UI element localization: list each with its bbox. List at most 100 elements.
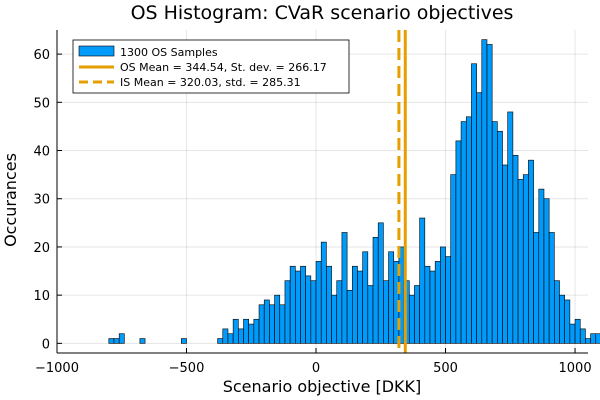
histogram-bar xyxy=(533,232,540,344)
histogram-bar xyxy=(346,290,353,344)
histogram-bar xyxy=(476,92,483,344)
histogram-bar xyxy=(341,232,348,344)
histogram-bar xyxy=(460,121,467,344)
histogram-bar xyxy=(440,246,446,344)
chart-title: OS Histogram: CVaR scenario objectives xyxy=(131,2,514,24)
histogram-bar xyxy=(253,318,260,344)
histogram-bar xyxy=(351,265,358,344)
y-tick-label: 0 xyxy=(42,337,50,352)
y-tick-label: 60 xyxy=(33,48,50,63)
histogram-bar xyxy=(243,318,249,344)
histogram-bar xyxy=(222,328,229,344)
histogram-bar xyxy=(590,333,597,344)
x-tick-label: 500 xyxy=(433,361,458,376)
histogram-bar xyxy=(300,265,306,344)
histogram-bar xyxy=(408,294,415,344)
histogram-bar xyxy=(305,275,312,344)
histogram-bar xyxy=(585,338,591,344)
x-tick-label: 1000 xyxy=(559,361,592,376)
histogram-bar xyxy=(528,159,534,344)
histogram-bar xyxy=(258,304,265,344)
histogram-bar xyxy=(595,333,600,344)
histogram-bar xyxy=(315,261,322,344)
histogram-bar xyxy=(284,280,291,344)
x-axis-ticks: −1000 −500 0 500 1000 xyxy=(35,348,592,376)
histogram-bar xyxy=(295,270,301,344)
histogram-bar xyxy=(465,116,472,344)
histogram-bar xyxy=(507,111,514,344)
histogram-bar xyxy=(414,285,420,344)
histogram-bar xyxy=(217,338,224,344)
histogram-bar xyxy=(434,261,441,344)
histogram-bar xyxy=(383,280,389,344)
y-tick-label: 30 xyxy=(33,193,50,208)
histogram-bar xyxy=(388,251,395,344)
axes-frame xyxy=(56,30,588,354)
histogram-bar xyxy=(512,155,519,344)
histogram-bar xyxy=(372,236,379,344)
histogram-bar xyxy=(108,338,115,344)
y-tick-label: 20 xyxy=(33,241,50,256)
legend-label-os-mean: OS Mean = 344.54, St. dev. = 266.17 xyxy=(120,61,327,74)
histogram-bar xyxy=(367,285,374,344)
histogram-bar xyxy=(497,130,503,344)
histogram-bar xyxy=(263,299,270,344)
histogram-bar xyxy=(481,39,488,344)
histogram-bar xyxy=(564,299,571,344)
histogram-bar xyxy=(113,338,120,344)
histogram-bar xyxy=(486,44,493,344)
x-tick-label: −1000 xyxy=(35,361,79,376)
y-axis-ticks: 0 10 20 30 40 50 60 xyxy=(33,48,62,352)
histogram-bar xyxy=(424,265,431,344)
histogram-bar xyxy=(181,338,187,344)
histogram-bar xyxy=(502,164,509,344)
histogram-bars xyxy=(108,39,600,344)
histogram-bar xyxy=(139,338,146,344)
histogram-bar xyxy=(574,318,581,344)
histogram-bar xyxy=(579,328,586,344)
histogram-bar xyxy=(517,179,524,344)
histogram-bar xyxy=(357,270,363,344)
histogram-bar xyxy=(331,294,338,344)
legend-box xyxy=(72,39,350,94)
legend-label-is-mean: IS Mean = 320.03, std. = 285.31 xyxy=(120,76,301,89)
y-tick-label: 40 xyxy=(33,145,50,160)
histogram-bar xyxy=(238,328,244,344)
histogram-bar xyxy=(310,280,317,344)
histogram-bar xyxy=(491,121,498,344)
histogram-bar xyxy=(279,304,286,344)
histogram-bar xyxy=(227,333,234,344)
mean-lines xyxy=(397,30,407,353)
histogram-bar xyxy=(320,241,327,344)
y-tick-label: 10 xyxy=(33,289,50,304)
histogram-bar xyxy=(419,217,426,344)
legend: 1300 OS Samples OS Mean = 344.54, St. de… xyxy=(72,39,350,94)
histogram-bar xyxy=(248,323,255,344)
histogram-bar xyxy=(232,318,239,344)
histogram-bar xyxy=(377,222,384,344)
histogram-bar xyxy=(554,280,560,344)
histogram-bar xyxy=(289,265,296,344)
histogram-bar xyxy=(569,323,576,344)
x-axis-label: Scenario objective [DKK] xyxy=(223,377,422,396)
x-tick-label: −500 xyxy=(169,361,205,376)
histogram-bar xyxy=(559,294,565,344)
histogram-bar xyxy=(118,333,125,344)
histogram-bar xyxy=(269,304,275,344)
histogram-bar xyxy=(522,174,529,344)
histogram-bar xyxy=(445,256,452,344)
histogram-bar xyxy=(538,188,545,344)
histogram-bar xyxy=(543,198,550,344)
legend-label-histogram: 1300 OS Samples xyxy=(120,46,218,59)
histogram-bar xyxy=(336,280,343,344)
y-tick-label: 50 xyxy=(33,96,50,111)
histogram-bar xyxy=(362,251,369,344)
histogram-bar xyxy=(450,174,457,344)
y-axis-label: Occurances xyxy=(1,153,20,247)
histogram-bar xyxy=(471,63,477,344)
histogram-bar xyxy=(274,294,281,344)
legend-swatch-histogram xyxy=(78,45,115,57)
histogram-bar xyxy=(429,270,436,344)
x-tick-label: 0 xyxy=(312,361,320,376)
